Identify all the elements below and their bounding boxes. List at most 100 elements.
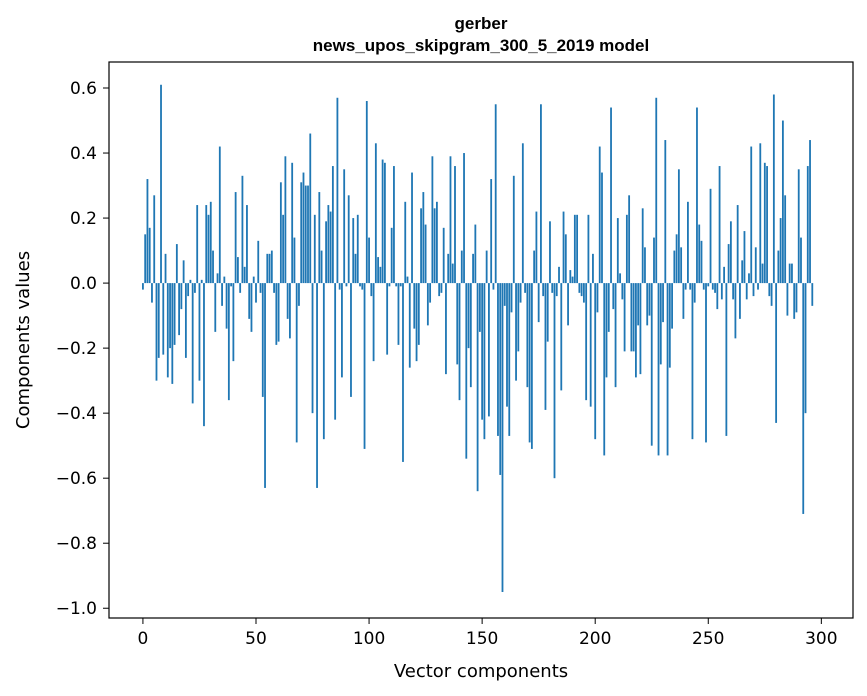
bar-170: [526, 283, 529, 388]
bar-139: [456, 283, 459, 365]
bar-295: [809, 140, 811, 284]
y-tick-label-4: −0.2: [56, 339, 97, 359]
bar-4: [151, 283, 153, 303]
bar-190: [571, 276, 574, 284]
bar-119: [411, 172, 413, 284]
bar-108: [386, 283, 389, 355]
y-tick-label-6: −0.6: [56, 469, 97, 489]
bar-146: [472, 253, 474, 284]
bar-274: [761, 263, 764, 284]
bar-280: [775, 283, 778, 423]
bar-275: [763, 162, 766, 284]
bar-255: [718, 166, 721, 284]
bar-43: [239, 283, 242, 293]
bar-32: [214, 283, 217, 332]
bar-82: [327, 205, 330, 284]
bar-51: [257, 240, 260, 284]
bar-241: [687, 201, 689, 284]
bar-252: [711, 283, 714, 290]
bar-81: [325, 221, 327, 284]
bar-135: [447, 253, 450, 284]
bar-273: [759, 143, 762, 284]
x-tick-label-250: 250: [692, 629, 724, 649]
bar-215: [628, 195, 631, 284]
bar-72: [304, 185, 307, 284]
bar-152: [485, 250, 488, 284]
bar-256: [720, 283, 723, 300]
bar-10: [164, 253, 167, 284]
bar-271: [754, 247, 757, 284]
bar-287: [791, 263, 793, 284]
bar-19: [184, 283, 187, 358]
bar-180: [549, 221, 551, 284]
bar-48: [250, 283, 253, 332]
bar-134: [445, 283, 447, 375]
bar-133: [442, 227, 445, 284]
bar-186: [562, 211, 565, 284]
bar-74: [309, 133, 312, 284]
bar-38: [227, 283, 230, 401]
bar-169: [524, 283, 526, 293]
bar-147: [474, 224, 477, 284]
bar-142: [463, 153, 465, 284]
bar-107: [383, 162, 386, 284]
bar-286: [788, 263, 791, 284]
bar-1: [144, 234, 147, 284]
bar-276: [766, 166, 768, 284]
bar-94: [354, 253, 357, 284]
bar-213: [623, 283, 626, 352]
bar-231: [664, 140, 667, 284]
bar-79: [320, 250, 323, 284]
bar-8: [160, 84, 162, 284]
bar-57: [270, 250, 273, 284]
bar-5: [153, 195, 156, 284]
bar-249: [705, 283, 707, 443]
bar-221: [641, 208, 644, 284]
bar-160: [503, 283, 506, 306]
bar-209: [614, 283, 617, 388]
bar-77: [316, 283, 318, 488]
bar-103: [374, 143, 377, 284]
y-tick-label-2: 0.2: [70, 209, 97, 229]
bar-218: [635, 283, 637, 378]
bar-155: [492, 283, 495, 290]
bar-66: [291, 162, 294, 284]
bar-29: [207, 214, 210, 284]
x-axis: 0 50 100 150 200 250 300: [138, 618, 838, 649]
bar-162: [508, 283, 511, 436]
bar-199: [592, 253, 594, 284]
bar-14: [173, 283, 176, 345]
bar-149: [478, 283, 481, 332]
bar-230: [662, 283, 664, 323]
bar-49: [252, 276, 255, 284]
y-tick-label-5: −0.4: [56, 404, 97, 424]
bar-245: [696, 107, 698, 284]
bar-290: [797, 169, 800, 284]
bar-247: [700, 240, 703, 284]
bar-63: [284, 156, 287, 284]
bar-154: [490, 179, 493, 284]
bar-176: [540, 104, 542, 284]
bar-222: [644, 247, 646, 284]
bar-259: [727, 244, 730, 284]
bar-174: [535, 211, 538, 284]
x-tick-label-300: 300: [805, 629, 837, 649]
bars-group: [142, 84, 814, 592]
bar-257: [723, 266, 726, 284]
bar-106: [381, 159, 384, 284]
bar-124: [422, 192, 425, 284]
bar-191: [573, 214, 576, 284]
bar-164: [512, 175, 515, 284]
bar-100: [368, 237, 370, 284]
x-tick-label-150: 150: [466, 629, 498, 649]
bar-118: [408, 283, 411, 368]
bar-248: [702, 283, 705, 290]
bar-178: [544, 283, 547, 410]
bar-165: [515, 283, 517, 381]
bar-204: [603, 283, 606, 456]
bar-161: [506, 283, 508, 407]
bar-200: [594, 283, 597, 440]
bar-159: [501, 283, 504, 592]
bar-281: [777, 250, 780, 284]
bar-46: [246, 205, 248, 284]
